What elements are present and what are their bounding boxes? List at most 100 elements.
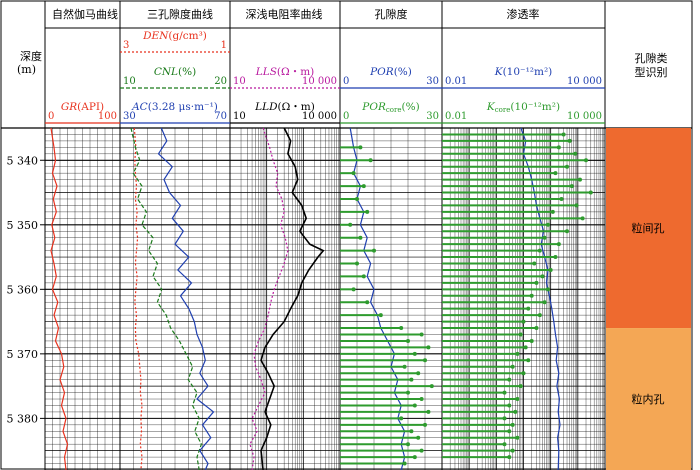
core-point-Kcore	[513, 409, 518, 414]
core-point-PORcore	[412, 351, 417, 356]
legend-max-GR: 100	[98, 111, 117, 122]
core-point-Kcore	[553, 171, 558, 176]
legend-title-CNL: CNL(%)	[154, 66, 196, 78]
core-point-Kcore	[546, 222, 551, 227]
legend-title-POR: POR(%)	[369, 66, 412, 78]
core-point-Kcore	[507, 429, 512, 434]
legend-max-DEN: 1	[221, 40, 227, 51]
legend-max-LLS: 10 000	[302, 76, 337, 87]
type-track-header: 孔隙类 型识别	[635, 51, 668, 79]
core-point-PORcore	[402, 461, 407, 466]
core-point-PORcore	[399, 416, 404, 421]
core-point-PORcore	[361, 274, 366, 279]
curve-POR	[349, 127, 406, 470]
legend-min-K: 0.01	[445, 76, 467, 87]
core-point-Kcore	[529, 293, 534, 298]
core-point-Kcore	[521, 319, 526, 324]
core-point-PORcore	[368, 158, 373, 163]
core-point-Kcore	[548, 267, 553, 272]
core-point-Kcore	[584, 158, 589, 163]
legend-title-LLS: LLS(Ω・m)	[255, 66, 315, 78]
curve-LLS	[249, 127, 289, 470]
legend-min-AC: 30	[123, 111, 136, 122]
core-point-Kcore	[561, 132, 566, 137]
por-track-header: 孔隙度	[375, 7, 408, 21]
core-point-PORcore	[412, 455, 417, 460]
legend-min-Kcore: 0.01	[445, 111, 467, 122]
core-point-PORcore	[409, 429, 414, 434]
gr-track-header: 自然伽马曲线	[52, 7, 118, 21]
core-point-Kcore	[526, 358, 531, 363]
core-point-PORcore	[358, 145, 363, 150]
legend-min-PORcore: 0	[343, 111, 349, 122]
core-point-PORcore	[409, 377, 414, 382]
svg-text:孔隙类: 孔隙类	[635, 51, 668, 65]
perm-track-header: 渗透率	[507, 7, 540, 21]
depth-header: 深度	[20, 49, 42, 63]
core-point-PORcore	[402, 364, 407, 369]
core-point-PORcore	[365, 209, 370, 214]
core-point-Kcore	[550, 209, 555, 214]
core-point-Kcore	[573, 151, 578, 156]
core-point-Kcore	[510, 364, 515, 369]
core-point-Kcore	[515, 397, 520, 402]
core-point-PORcore	[365, 300, 370, 305]
core-point-PORcore	[416, 371, 421, 376]
legend-min-LLD: 10	[233, 111, 246, 122]
legend-min-CNL: 10	[123, 76, 136, 87]
zone-label-0: 粒间孔	[632, 221, 665, 235]
curve-AC	[157, 127, 215, 470]
core-point-PORcore	[406, 338, 410, 343]
core-point-Kcore	[523, 345, 528, 350]
core-point-Kcore	[507, 377, 512, 382]
core-point-Kcore	[559, 196, 564, 201]
core-point-Kcore	[507, 455, 512, 460]
core-point-Kcore	[546, 287, 551, 292]
legend-max-K: 10 000	[567, 76, 602, 87]
legend-min-GR: 0	[48, 111, 54, 122]
depth-tick-label: 5 370	[7, 348, 39, 361]
core-point-Kcore	[542, 235, 547, 240]
core-point-Kcore	[529, 338, 534, 343]
legend-title-PORcore: PORcore(%)	[361, 101, 419, 114]
core-point-Kcore	[521, 371, 526, 376]
core-point-PORcore	[355, 261, 359, 266]
log-curves	[50, 127, 593, 470]
core-point-Kcore	[569, 184, 574, 189]
core-point-Kcore	[577, 177, 582, 182]
core-point-PORcore	[429, 384, 434, 389]
core-point-PORcore	[351, 287, 356, 292]
core-point-PORcore	[426, 345, 431, 350]
core-point-PORcore	[372, 248, 376, 253]
depth-tick-label: 5 350	[7, 219, 39, 232]
core-point-PORcore	[355, 196, 359, 201]
core-point-Kcore	[556, 145, 561, 150]
core-point-PORcore	[406, 442, 410, 447]
core-point-PORcore	[419, 448, 424, 453]
triple-track-header: 三孔隙度曲线	[147, 7, 213, 21]
core-point-Kcore	[540, 274, 545, 279]
core-point-PORcore	[406, 390, 410, 395]
curve-CNL	[130, 127, 203, 470]
core-point-Kcore	[502, 442, 507, 447]
zone-label-1: 粒内孔	[632, 392, 665, 406]
core-point-Kcore	[507, 403, 512, 408]
core-point-PORcore	[423, 422, 427, 427]
legend-max-LLD: 10 000	[302, 111, 337, 122]
core-point-Kcore	[515, 435, 520, 440]
curve-GR	[50, 127, 69, 470]
legend-max-CNL: 20	[214, 76, 227, 87]
legend-min-LLS: 10	[233, 76, 246, 87]
legend-title-K: K(10⁻¹²m²)	[494, 66, 553, 78]
depth-tick-label: 5 340	[7, 154, 39, 167]
legend-max-PORcore: 30	[426, 111, 439, 122]
core-point-PORcore	[412, 403, 417, 408]
core-point-PORcore	[399, 326, 404, 331]
res-track-header: 深浅电阻率曲线	[246, 7, 323, 21]
core-point-Kcore	[565, 164, 570, 169]
core-point-PORcore	[358, 235, 363, 240]
core-point-Kcore	[580, 216, 585, 221]
core-point-Kcore	[518, 332, 523, 337]
